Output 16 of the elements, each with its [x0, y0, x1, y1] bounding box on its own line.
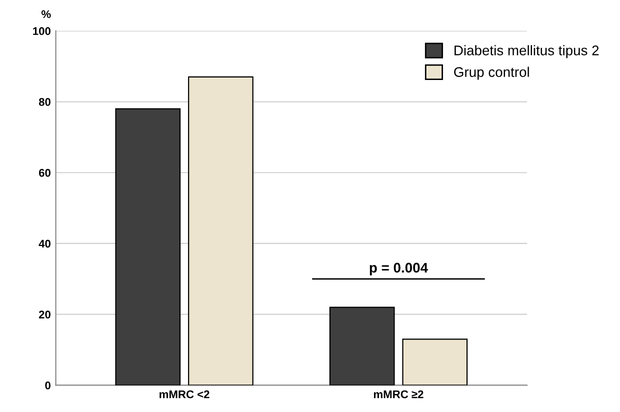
x-tick-label: mMRC <2	[160, 390, 210, 398]
legend-label: Diabetis mellitus tipus 2	[454, 45, 599, 58]
legend-label: Grup control	[454, 66, 529, 80]
annotation: p = 0.004	[370, 262, 428, 276]
bar	[329, 306, 395, 386]
y-tick-label: 100	[33, 27, 50, 36]
y-tick-label: 40	[38, 240, 50, 248]
y-tick-label: 80	[38, 98, 50, 106]
bar	[115, 108, 181, 386]
y-tick-label: 20	[38, 310, 50, 318]
bar	[402, 338, 468, 386]
bar	[188, 76, 254, 386]
y-axis-title: %	[41, 10, 51, 18]
y-tick-label: 60	[38, 168, 50, 177]
x-tick-label: mMRC ≥2	[374, 390, 424, 398]
y-tick-label: 0	[45, 381, 50, 390]
